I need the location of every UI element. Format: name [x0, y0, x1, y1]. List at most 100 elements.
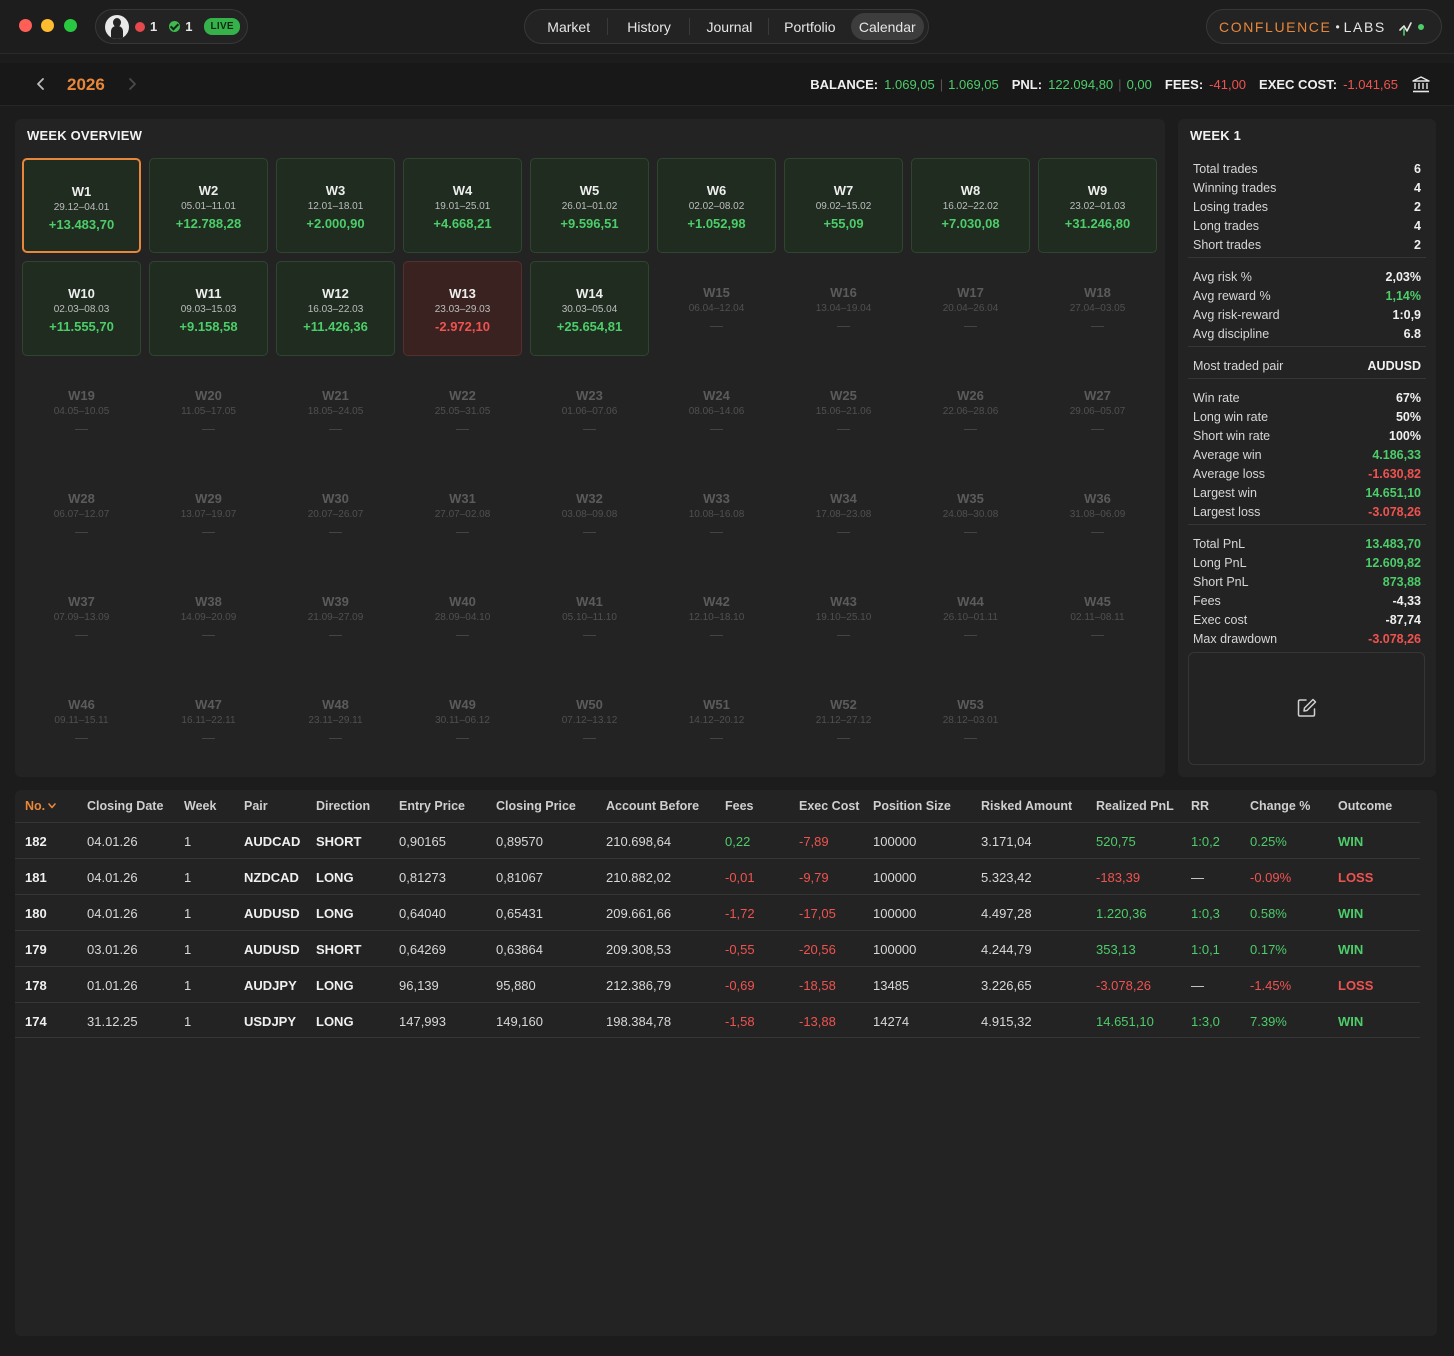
week-cell[interactable]: W14 30.03–05.04 +25.654,81	[530, 261, 649, 356]
column-header[interactable]: Realized PnL	[1096, 799, 1174, 813]
week-cell[interactable]: W31 27.07–02.08 —	[403, 467, 522, 562]
close-window-button[interactable]	[19, 19, 32, 32]
week-cell[interactable]: W29 13.07–19.07 —	[149, 467, 268, 562]
column-header[interactable]: Account Before	[606, 799, 700, 813]
week-cell[interactable]: W13 23.03–29.03 -2.972,10	[403, 261, 522, 356]
week-cell[interactable]: W18 27.04–03.05 —	[1038, 261, 1157, 356]
tab-history[interactable]: History	[608, 13, 691, 40]
avatar[interactable]	[105, 14, 129, 39]
risked-amount: 3.171,04	[981, 834, 1032, 849]
week-cell[interactable]: W3 12.01–18.01 +2.000,90	[276, 158, 395, 253]
week-cell[interactable]: W26 22.06–28.06 —	[911, 364, 1030, 459]
week-cell[interactable]: W8 16.02–22.02 +7.030,08	[911, 158, 1030, 253]
week-cell[interactable]: W6 02.02–08.02 +1.052,98	[657, 158, 776, 253]
tab-market[interactable]: Market	[529, 13, 609, 40]
table-row[interactable]: 179 03.01.26 1 AUDUSD SHORT 0,64269 0,63864 209…	[15, 930, 1420, 966]
column-header[interactable]: Position Size	[873, 799, 951, 813]
column-header[interactable]: Pair	[244, 799, 268, 813]
column-header[interactable]: Closing Date	[87, 799, 164, 813]
week-cell[interactable]: W20 11.05–17.05 —	[149, 364, 268, 459]
sort-chevron-down-icon[interactable]	[47, 801, 57, 811]
column-header[interactable]: Risked Amount	[981, 799, 1073, 813]
column-header[interactable]: Exec Cost	[799, 799, 860, 813]
week-cell[interactable]: W43 19.10–25.10 —	[784, 570, 903, 665]
tab-portfolio[interactable]: Portfolio	[784, 18, 836, 35]
week-cell[interactable]: W2 05.01–11.01 +12.788,28	[149, 158, 268, 253]
week-cell[interactable]: W33 10.08–16.08 —	[657, 467, 776, 562]
column-header[interactable]: Change %	[1250, 799, 1311, 813]
week-cell[interactable]: W49 30.11–06.12 —	[403, 673, 522, 768]
column-header[interactable]: Outcome	[1338, 799, 1393, 813]
week-cell[interactable]: W37 07.09–13.09 —	[22, 570, 141, 665]
week-cell[interactable]: W47 16.11–22.11 —	[149, 673, 268, 768]
column-header[interactable]: Entry Price	[399, 799, 466, 813]
week-label: W12	[322, 286, 349, 301]
week-cell[interactable]: W38 14.09–20.09 —	[149, 570, 268, 665]
week-cell[interactable]: W48 23.11–29.11 —	[276, 673, 395, 768]
week-cell[interactable]: W19 04.05–10.05 —	[22, 364, 141, 459]
week-date-range: 06.04–12.04	[688, 303, 745, 314]
stat-row: Win rate 67%	[1193, 388, 1421, 407]
week-cell[interactable]: W30 20.07–26.07 —	[276, 467, 395, 562]
week-cell[interactable]: W10 02.03–08.03 +11.555,70	[22, 261, 141, 356]
table-row[interactable]: 178 01.01.26 1 AUDJPY LONG 96,139 95,880 212.38…	[15, 966, 1420, 1002]
table-row[interactable]: 181 04.01.26 1 NZDCAD LONG 0,81273 0,81067 210.…	[15, 858, 1420, 894]
table-row[interactable]: 182 04.01.26 1 AUDCAD SHORT 0,90165 0,89570 210…	[15, 822, 1420, 858]
tab-journal[interactable]: Journal	[690, 13, 770, 40]
week-cell[interactable]: W51 14.12–20.12 —	[657, 673, 776, 768]
column-header[interactable]: Fees	[725, 799, 754, 813]
week-cell[interactable]: W17 20.04–26.04 —	[911, 261, 1030, 356]
stat-label: Most traded pair	[1193, 358, 1284, 373]
column-header[interactable]: Week	[184, 799, 217, 813]
chevron-right-icon[interactable]	[124, 76, 140, 92]
week-cell[interactable]: W22 25.05–31.05 —	[403, 364, 522, 459]
week-cell[interactable]: W24 08.06–14.06 —	[657, 364, 776, 459]
week-cell[interactable]: W25 15.06–21.06 —	[784, 364, 903, 459]
week-cell[interactable]: W4 19.01–25.01 +4.668,21	[403, 158, 522, 253]
week-cell[interactable]: W5 26.01–01.02 +9.596,51	[530, 158, 649, 253]
week-cell[interactable]: W16 13.04–19.04 —	[784, 261, 903, 356]
bank-icon[interactable]	[1412, 76, 1430, 93]
column-header[interactable]: No.	[25, 799, 46, 813]
week-cell[interactable]: W41 05.10–11.10 —	[530, 570, 649, 665]
table-row[interactable]: 180 04.01.26 1 AUDUSD LONG 0,64040 0,65431 209.…	[15, 894, 1420, 930]
week-date-range: 05.10–11.10	[562, 612, 617, 623]
week-cell[interactable]: W12 16.03–22.03 +11.426,36	[276, 261, 395, 356]
chevron-left-icon[interactable]	[33, 76, 49, 92]
column-header[interactable]: RR	[1191, 799, 1210, 813]
week-cell[interactable]: W42 12.10–18.10 —	[657, 570, 776, 665]
week-cell[interactable]: W40 28.09–04.10 —	[403, 570, 522, 665]
week-cell[interactable]: W15 06.04–12.04 —	[657, 261, 776, 356]
week-cell[interactable]: W11 09.03–15.03 +9.158,58	[149, 261, 268, 356]
stat-row: Exec cost -87,74	[1193, 610, 1421, 629]
week-cell[interactable]: W7 09.02–15.02 +55,09	[784, 158, 903, 253]
stat-value: 50%	[1395, 409, 1421, 424]
edit-note-icon[interactable]	[1297, 698, 1317, 718]
week-cell[interactable]: W45 02.11–08.11 —	[1038, 570, 1157, 665]
account-status-pill[interactable]: 1 1 LIVE	[95, 9, 248, 44]
week-cell[interactable]: W1 29.12–04.01 +13.483,70	[22, 158, 141, 253]
week-cell[interactable]: W39 21.09–27.09 —	[276, 570, 395, 665]
week-pnl: —	[329, 524, 342, 539]
column-header[interactable]: Direction	[316, 799, 371, 813]
week-cell[interactable]: W52 21.12–27.12 —	[784, 673, 903, 768]
week-notes-box[interactable]	[1188, 652, 1425, 765]
week-cell[interactable]: W36 31.08–06.09 —	[1038, 467, 1157, 562]
week-cell[interactable]: W50 07.12–13.12 —	[530, 673, 649, 768]
week-cell[interactable]: W53 28.12–03.01 —	[911, 673, 1030, 768]
week-cell[interactable]: W46 09.11–15.11 —	[22, 673, 141, 768]
week-cell[interactable]: W23 01.06–07.06 —	[530, 364, 649, 459]
week-cell[interactable]: W27 29.06–05.07 —	[1038, 364, 1157, 459]
week-cell[interactable]: W35 24.08–30.08 —	[911, 467, 1030, 562]
week-cell[interactable]: W9 23.02–01.03 +31.246,80	[1038, 158, 1157, 253]
minimize-window-button[interactable]	[41, 19, 54, 32]
week-cell[interactable]: W44 26.10–01.11 —	[911, 570, 1030, 665]
week-cell[interactable]: W28 06.07–12.07 —	[22, 467, 141, 562]
week-cell[interactable]: W32 03.08–09.08 —	[530, 467, 649, 562]
week-cell[interactable]: W34 17.08–23.08 —	[784, 467, 903, 562]
table-row[interactable]: 174 31.12.25 1 USDJPY LONG 147,993 149,160 198.…	[15, 1002, 1420, 1038]
maximize-window-button[interactable]	[64, 19, 77, 32]
column-header[interactable]: Closing Price	[496, 799, 576, 813]
tab-calendar[interactable]: Calendar	[850, 13, 924, 40]
week-cell[interactable]: W21 18.05–24.05 —	[276, 364, 395, 459]
